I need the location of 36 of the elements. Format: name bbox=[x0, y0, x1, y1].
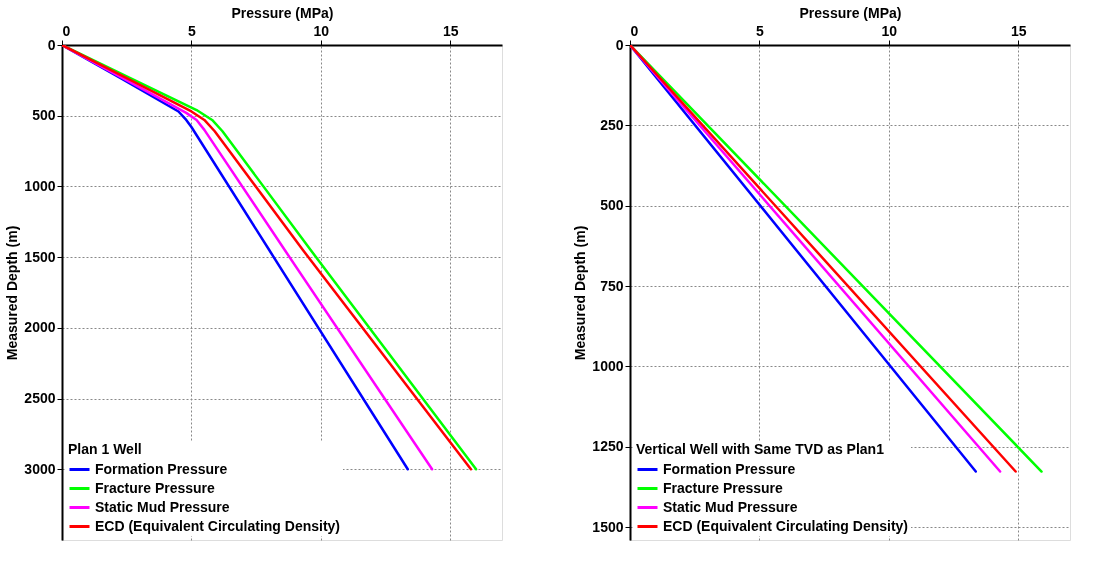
y-tick-label: 0 bbox=[47, 36, 56, 53]
y-tick-label: 2000 bbox=[24, 319, 56, 336]
y-tick-label: 500 bbox=[32, 107, 56, 124]
legend-label: Static Mud Pressure bbox=[95, 498, 230, 515]
x-tick-label: 0 bbox=[630, 22, 639, 39]
y-tick-label: 1500 bbox=[592, 518, 624, 535]
y-tick-label: 2500 bbox=[24, 390, 56, 407]
legend-label: Static Mud Pressure bbox=[663, 498, 798, 515]
x-tick-label: 10 bbox=[313, 22, 330, 39]
y-axis-title: Measured Depth (m) bbox=[572, 225, 589, 361]
legend-label: Fracture Pressure bbox=[663, 479, 784, 496]
x-tick-label: 0 bbox=[62, 22, 71, 39]
legend-title: Vertical Well with Same TVD as Plan1 bbox=[636, 441, 885, 457]
legend-label: ECD (Equivalent Circulating Density) bbox=[663, 517, 909, 534]
y-tick-label: 1500 bbox=[24, 248, 56, 265]
legend-label: Formation Pressure bbox=[95, 460, 228, 477]
y-tick-label: 1000 bbox=[592, 357, 624, 374]
x-axis-title: Pressure (MPa) bbox=[231, 4, 334, 21]
x-tick-label: 5 bbox=[188, 22, 197, 39]
y-tick-label: 1000 bbox=[24, 177, 56, 194]
legend-title: Plan 1 Well bbox=[68, 441, 142, 457]
y-tick-label: 3000 bbox=[24, 460, 56, 477]
x-axis-title: Pressure (MPa) bbox=[799, 4, 902, 21]
x-tick-label: 10 bbox=[881, 22, 898, 39]
y-axis-title: Measured Depth (m) bbox=[4, 225, 21, 361]
y-tick-label: 500 bbox=[600, 197, 624, 214]
y-tick-label: 0 bbox=[615, 36, 624, 53]
legend-label: ECD (Equivalent Circulating Density) bbox=[95, 517, 341, 534]
y-tick-label: 750 bbox=[600, 277, 624, 294]
y-tick-label: 250 bbox=[600, 116, 624, 133]
legend-label: Fracture Pressure bbox=[95, 479, 216, 496]
y-tick-label: 1250 bbox=[592, 438, 624, 455]
x-tick-label: 15 bbox=[1010, 22, 1027, 39]
x-tick-label: 5 bbox=[756, 22, 765, 39]
x-tick-label: 15 bbox=[442, 22, 459, 39]
legend-label: Formation Pressure bbox=[663, 460, 796, 477]
